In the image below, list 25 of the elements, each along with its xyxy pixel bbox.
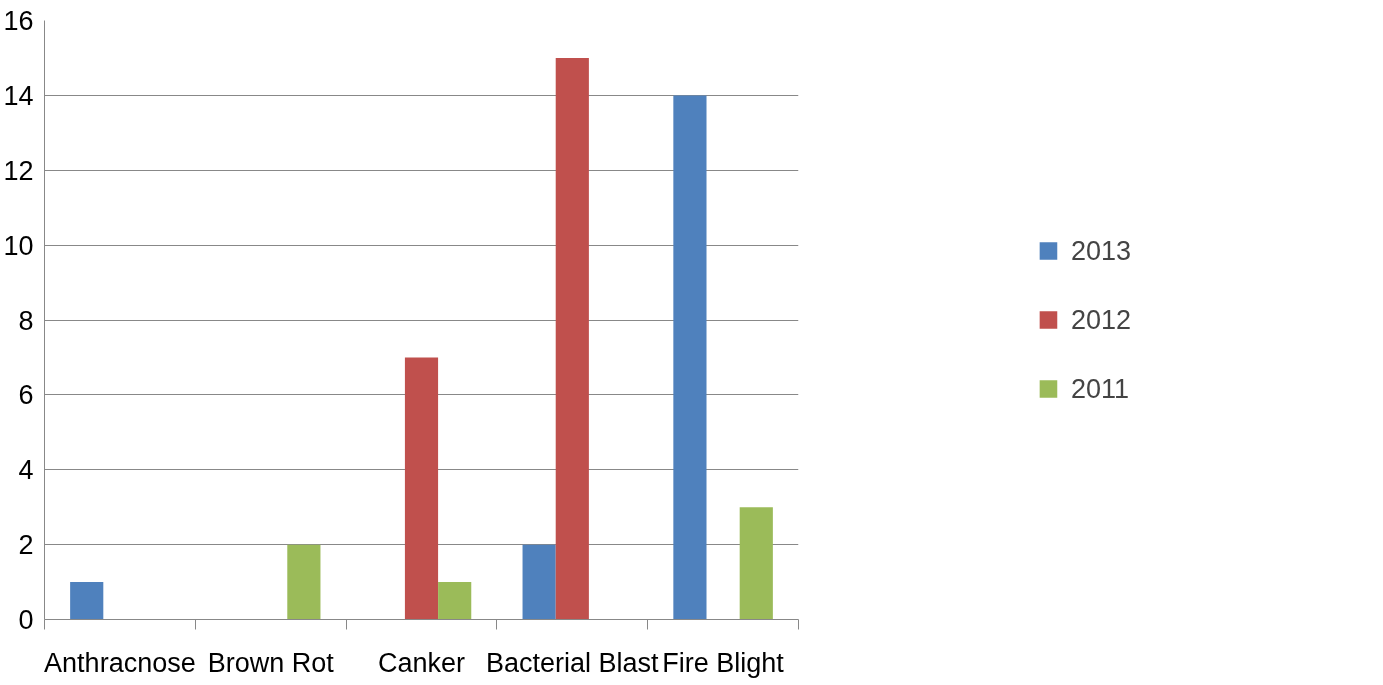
bar xyxy=(522,544,556,620)
y-tick-label: 8 xyxy=(18,305,34,336)
bar xyxy=(555,57,589,620)
bar xyxy=(673,95,707,620)
bar xyxy=(70,582,104,620)
y-tick-label: 2 xyxy=(18,530,34,561)
y-tick-label: 0 xyxy=(18,605,34,635)
bar xyxy=(404,357,439,620)
y-tick-label: 4 xyxy=(18,455,34,486)
bar xyxy=(287,544,321,620)
x-tick-label: Fire Blight xyxy=(662,647,785,678)
legend-label: 2011 xyxy=(1070,373,1130,404)
y-tick-label: 6 xyxy=(18,380,34,411)
y-tick-label: 12 xyxy=(3,155,34,186)
bar xyxy=(438,582,472,620)
legend-label: 2012 xyxy=(1070,304,1132,335)
y-tick-label: 16 xyxy=(3,6,34,36)
x-tick-label: Anthracnose xyxy=(44,647,196,678)
y-tick-label: 10 xyxy=(3,230,34,261)
x-tick-label: Brown Rot xyxy=(207,647,335,678)
bar xyxy=(739,507,773,620)
y-tick-label: 14 xyxy=(3,80,34,111)
legend-label: 2013 xyxy=(1070,235,1132,266)
x-tick-label: Bacterial Blast xyxy=(486,647,660,678)
x-tick-label: Canker xyxy=(377,647,466,678)
